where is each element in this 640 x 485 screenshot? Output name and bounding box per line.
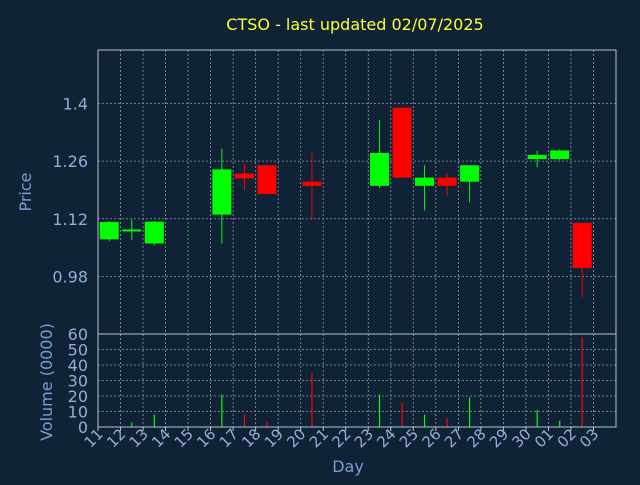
volume-y-tick-label: 0: [78, 418, 88, 437]
candle-body: [212, 169, 232, 215]
x-tick-label: 03: [576, 425, 602, 451]
volume-y-tick-label: 40: [68, 356, 88, 375]
chart-title: CTSO - last updated 02/07/2025: [226, 15, 483, 34]
x-axis-label: Day: [332, 457, 364, 476]
volume-y-tick-label: 60: [68, 325, 88, 344]
volume-panel-frame: [97, 333, 617, 428]
candle-body: [122, 229, 142, 232]
candle-body: [572, 222, 592, 269]
candlestick: [212, 148, 232, 244]
candlestick: [460, 165, 480, 203]
volume-y-tick-label: 30: [68, 372, 88, 391]
price-grid: [97, 50, 617, 334]
candlestick: [99, 220, 119, 242]
candlestick: [122, 219, 142, 241]
candlestick: [144, 220, 164, 246]
candle-body: [99, 222, 119, 240]
candle-body: [257, 165, 277, 195]
candle-body: [302, 181, 322, 186]
price-y-tick-label: 1.12: [52, 210, 88, 229]
x-ticks: 1112131415161718192021222324252627282930…: [81, 425, 603, 451]
price-y-ticks: 0.98 1.12 1.26 1.4: [52, 95, 88, 287]
candlestick: [572, 222, 592, 297]
volume-axis-label: Volume (0000): [37, 323, 56, 441]
candlestick: [370, 119, 390, 188]
candlestick: [392, 107, 412, 178]
volume-bars: [131, 337, 583, 427]
candle-body: [437, 177, 457, 186]
candle-body: [415, 177, 435, 186]
candlestick: [437, 173, 457, 197]
candle-body: [527, 154, 547, 160]
candlestick: [234, 163, 254, 190]
candlestick: [302, 152, 322, 219]
price-y-tick-label: 1.26: [52, 152, 88, 171]
price-y-tick-label: 1.4: [63, 95, 88, 114]
candlestick: [550, 149, 570, 161]
candlestick: [527, 150, 547, 168]
price-panel-frame: [97, 49, 617, 335]
candle-body: [234, 173, 254, 179]
candle-body: [550, 150, 570, 160]
candle-body: [392, 107, 412, 178]
volume-grid: [97, 333, 617, 428]
volume-y-tick-label: 10: [68, 403, 88, 422]
candlestick: [257, 165, 277, 195]
candle-body: [460, 165, 480, 182]
price-axis-label: Price: [16, 172, 35, 211]
candle-body: [144, 221, 164, 244]
candle-body: [370, 152, 390, 186]
price-y-tick-label: 0.98: [52, 267, 88, 286]
volume-y-tick-label: 50: [68, 341, 88, 360]
volume-y-tick-label: 20: [68, 387, 88, 406]
candlestick: [415, 165, 435, 211]
candles: [99, 107, 592, 297]
